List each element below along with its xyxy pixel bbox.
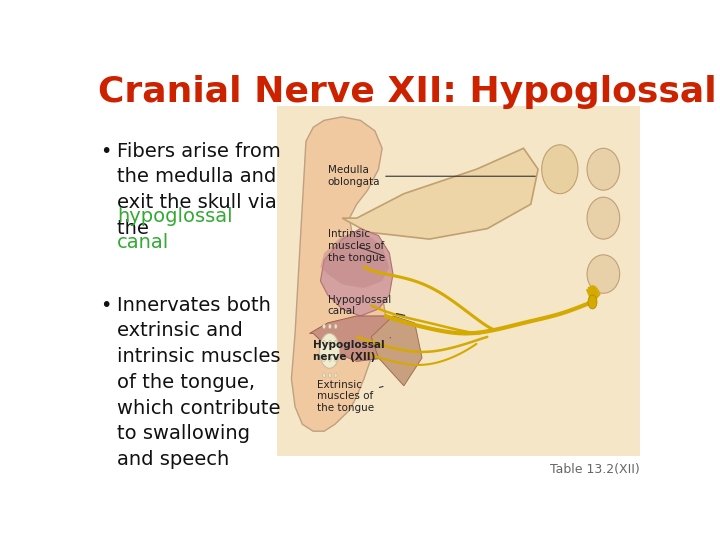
- Text: •: •: [100, 295, 112, 315]
- Ellipse shape: [328, 356, 331, 361]
- Ellipse shape: [587, 148, 620, 190]
- Ellipse shape: [334, 324, 337, 329]
- Ellipse shape: [334, 373, 337, 378]
- Text: Innervates both
extrinsic and
intrinsic muscles
of the tongue,
which contribute
: Innervates both extrinsic and intrinsic …: [117, 295, 280, 469]
- Ellipse shape: [334, 340, 337, 345]
- Ellipse shape: [334, 356, 337, 361]
- Ellipse shape: [328, 373, 331, 378]
- Text: hypoglossal
canal: hypoglossal canal: [117, 207, 233, 252]
- Text: Hypoglossal
canal: Hypoglossal canal: [328, 295, 405, 316]
- Ellipse shape: [587, 255, 620, 293]
- Polygon shape: [320, 232, 390, 288]
- Text: Extrinsic
muscles of
the tongue: Extrinsic muscles of the tongue: [317, 380, 383, 413]
- Ellipse shape: [587, 197, 620, 239]
- Ellipse shape: [328, 324, 331, 329]
- Text: Medulla
oblongata: Medulla oblongata: [328, 165, 535, 187]
- Ellipse shape: [323, 356, 325, 361]
- Text: Intrinsic
muscles of
the tongue: Intrinsic muscles of the tongue: [328, 230, 384, 262]
- Polygon shape: [372, 316, 422, 386]
- Polygon shape: [342, 148, 538, 239]
- Polygon shape: [320, 228, 393, 316]
- FancyBboxPatch shape: [277, 106, 639, 456]
- Text: •: •: [100, 141, 112, 161]
- Text: Fibers arise from
the medulla and
exit the skull via
the: Fibers arise from the medulla and exit t…: [117, 141, 281, 238]
- Ellipse shape: [323, 340, 325, 345]
- Ellipse shape: [323, 324, 325, 329]
- Text: Table 13.2(XII): Table 13.2(XII): [550, 463, 639, 476]
- Ellipse shape: [323, 373, 325, 378]
- Ellipse shape: [541, 145, 578, 194]
- Ellipse shape: [328, 340, 331, 345]
- Ellipse shape: [588, 295, 597, 309]
- Polygon shape: [310, 316, 400, 361]
- Polygon shape: [292, 117, 386, 431]
- Ellipse shape: [320, 333, 340, 368]
- Text: Cranial Nerve XII: Hypoglossal: Cranial Nerve XII: Hypoglossal: [99, 75, 717, 109]
- Text: Hypoglossal
nerve (XII): Hypoglossal nerve (XII): [313, 338, 390, 362]
